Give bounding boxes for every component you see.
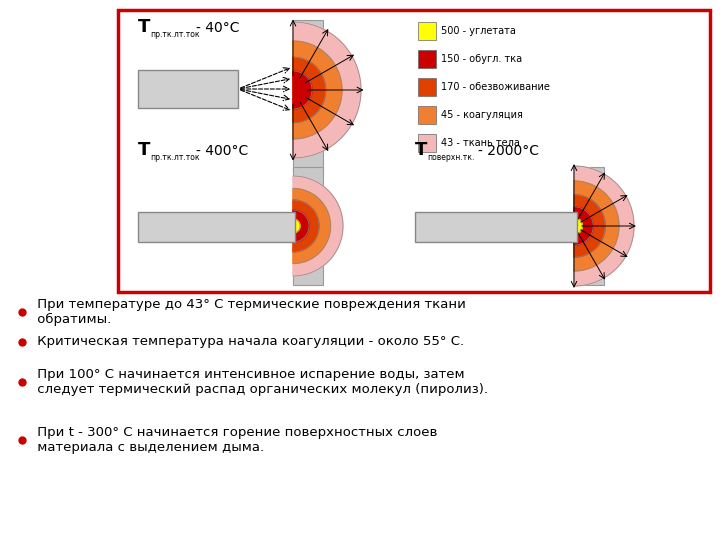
Text: 170 - обезвоживание: 170 - обезвоживание (441, 82, 550, 92)
Bar (418, 134, 436, 152)
Polygon shape (574, 207, 593, 245)
Bar (293, 20, 323, 172)
Polygon shape (293, 71, 312, 109)
Bar (138, 70, 238, 108)
Polygon shape (574, 218, 582, 234)
Bar (418, 106, 436, 124)
Text: - 400°C: - 400°C (196, 144, 248, 158)
Polygon shape (574, 166, 634, 286)
Text: Критическая температура начала коагуляции - около 55° С.: Критическая температура начала коагуляци… (33, 335, 464, 348)
Text: 150 - обугл. тка: 150 - обугл. тка (441, 54, 522, 64)
Text: T: T (415, 141, 428, 159)
Bar (418, 78, 436, 96)
Text: - 40°C: - 40°C (196, 21, 240, 35)
Text: При t - 300° С начинается горение поверхностных слоев
 материала с выделением ды: При t - 300° С начинается горение поверх… (33, 426, 437, 454)
Polygon shape (293, 200, 319, 252)
Bar (415, 212, 577, 242)
Text: При 100° С начинается интенсивное испарение воды, затем
 следует термический рас: При 100° С начинается интенсивное испаре… (33, 368, 488, 396)
Bar (293, 167, 323, 285)
Text: 500 - углетата: 500 - углетата (441, 26, 516, 36)
Bar (118, 10, 710, 292)
Text: 45 - коагуляция: 45 - коагуляция (441, 110, 523, 120)
Text: При температуре до 43° С термические повреждения ткани
 обратимы.: При температуре до 43° С термические пов… (33, 298, 466, 326)
Text: - 2000°C: - 2000°C (478, 144, 539, 158)
Bar (418, 22, 436, 40)
Text: пр.тк.лт.ток: пр.тк.лт.ток (150, 153, 199, 162)
Polygon shape (293, 219, 300, 233)
Polygon shape (574, 181, 619, 271)
Bar (138, 212, 295, 242)
Polygon shape (574, 195, 606, 257)
Polygon shape (293, 210, 309, 242)
Polygon shape (293, 188, 330, 264)
Text: пр.тк.лт.ток: пр.тк.лт.ток (150, 30, 199, 39)
Polygon shape (293, 41, 342, 139)
Text: поверхн.тк.: поверхн.тк. (427, 153, 474, 162)
Text: 43 - ткань тела: 43 - ткань тела (441, 138, 520, 148)
Bar (418, 50, 436, 68)
Text: T: T (138, 141, 150, 159)
Bar (574, 167, 604, 285)
Polygon shape (293, 176, 343, 276)
Text: T: T (138, 18, 150, 36)
Polygon shape (293, 57, 325, 123)
Polygon shape (293, 22, 361, 158)
